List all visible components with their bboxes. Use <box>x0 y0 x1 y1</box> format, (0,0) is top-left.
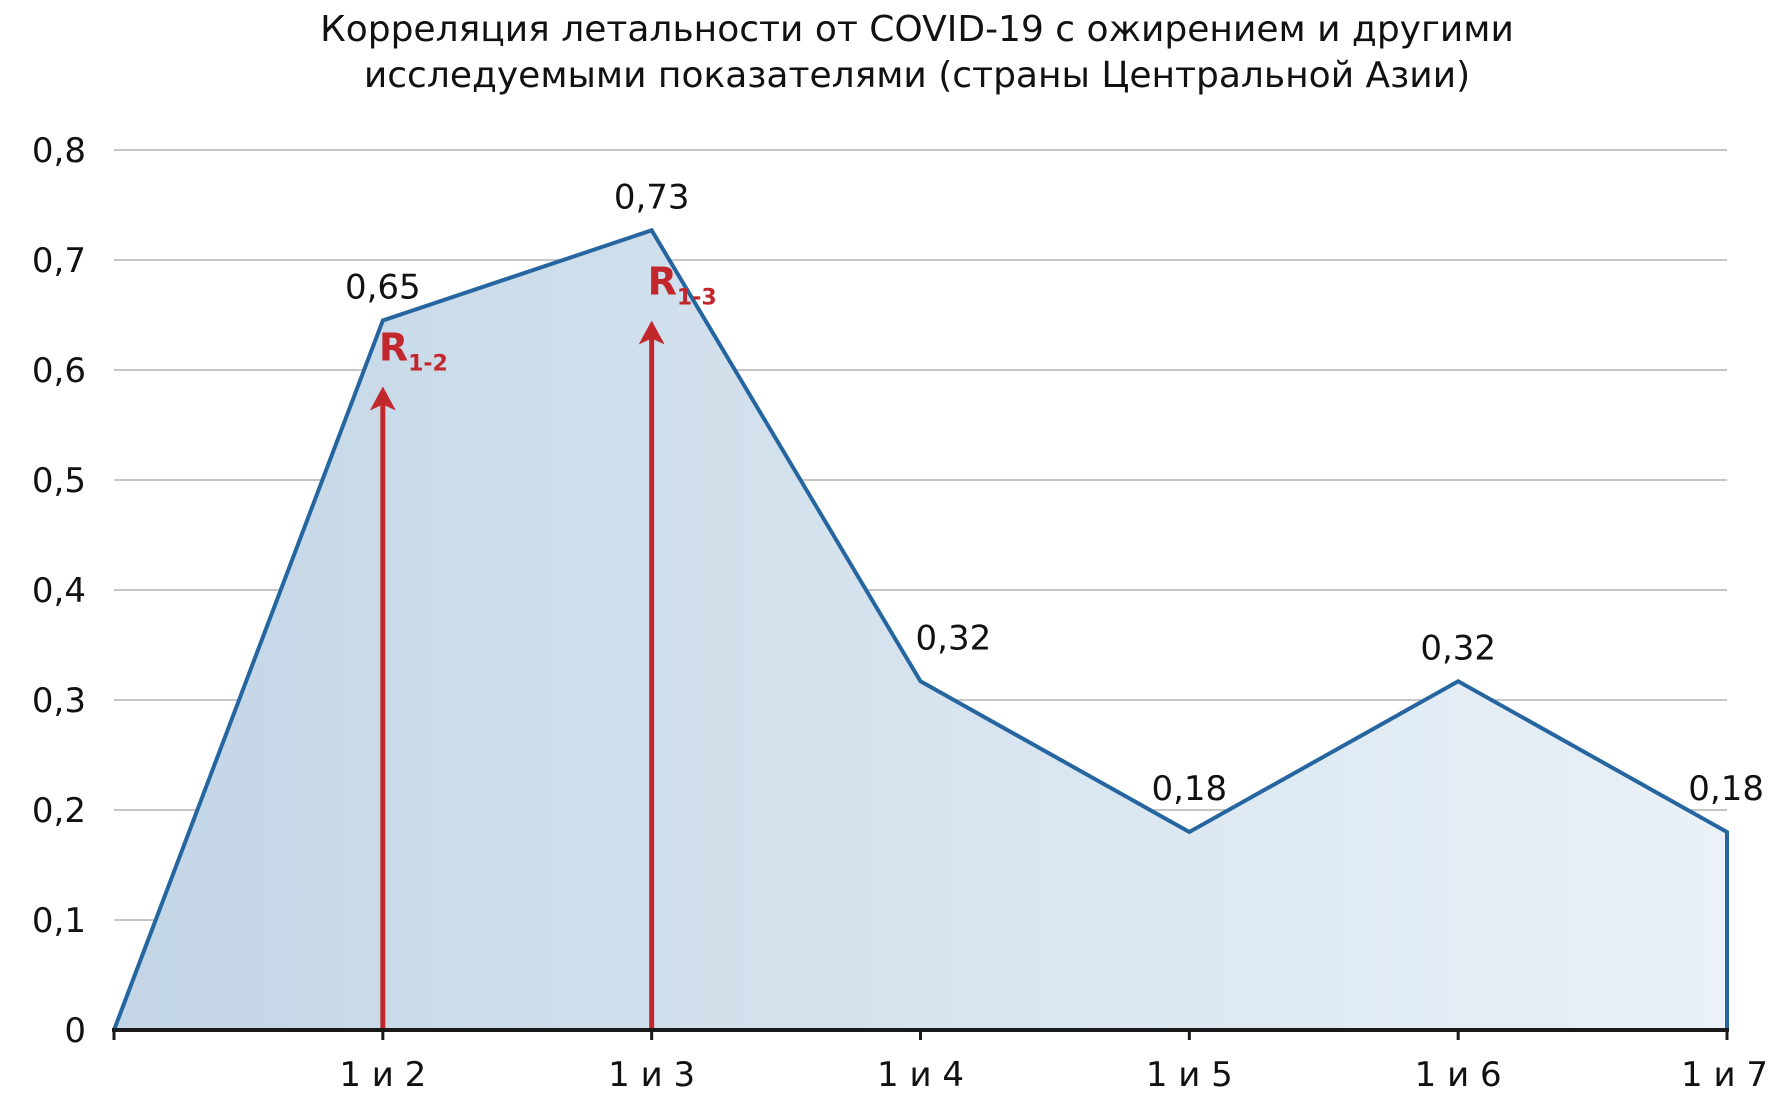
y-tick-label: 0 <box>64 1011 86 1051</box>
y-tick-labels: 0 0,1 0,2 0,3 0,4 0,5 0,6 0,7 0,8 <box>32 131 86 1051</box>
series-line <box>112 227 1729 1031</box>
x-tick-label: 1 и 4 <box>877 1055 964 1095</box>
x-tick-labels: 1 и 2 1 и 3 1 и 4 1 и 5 1 и 6 1 и 7 <box>339 1055 1768 1095</box>
data-label: 0,32 <box>1420 628 1496 668</box>
y-tick-label: 0,3 <box>32 681 86 721</box>
data-labels: 0,65 0,73 0,32 0,18 0,32 0,18 <box>345 177 1764 809</box>
area-fill <box>114 230 1727 1031</box>
y-tick-label: 0,4 <box>32 571 86 611</box>
data-label: 0,73 <box>614 177 690 217</box>
chart-title-line-1: Корреляция летальности от COVID-19 с ожи… <box>320 9 1514 50</box>
y-tick-label: 0,8 <box>32 131 86 171</box>
x-tick-label: 1 и 3 <box>608 1055 695 1095</box>
y-tick-label: 0,6 <box>32 351 86 391</box>
x-tick-label: 1 и 2 <box>339 1055 426 1095</box>
data-label: 0,18 <box>1151 769 1227 809</box>
annotation-label: R1-2 <box>379 326 448 377</box>
data-label: 0,65 <box>345 268 421 308</box>
data-label: 0,32 <box>916 618 992 658</box>
annotation-arrow-head <box>638 320 665 345</box>
x-tick-label: 1 и 5 <box>1146 1055 1233 1095</box>
data-label: 0,18 <box>1688 769 1764 809</box>
annotations: R1-2 R1-3 <box>369 260 717 1028</box>
x-tick-label: 1 и 7 <box>1681 1055 1768 1095</box>
chart-title-line-2: исследуемыми показателями (страны Центра… <box>364 55 1470 96</box>
annotation-arrow-head <box>369 386 396 411</box>
y-tick-label: 0,2 <box>32 791 86 831</box>
annotation-label: R1-3 <box>648 260 717 311</box>
y-tick-label: 0,7 <box>32 241 86 281</box>
x-tick-label: 1 и 6 <box>1415 1055 1502 1095</box>
y-tick-label: 0,1 <box>32 901 86 941</box>
axes <box>112 1028 1729 1040</box>
y-tick-label: 0,5 <box>32 461 86 501</box>
